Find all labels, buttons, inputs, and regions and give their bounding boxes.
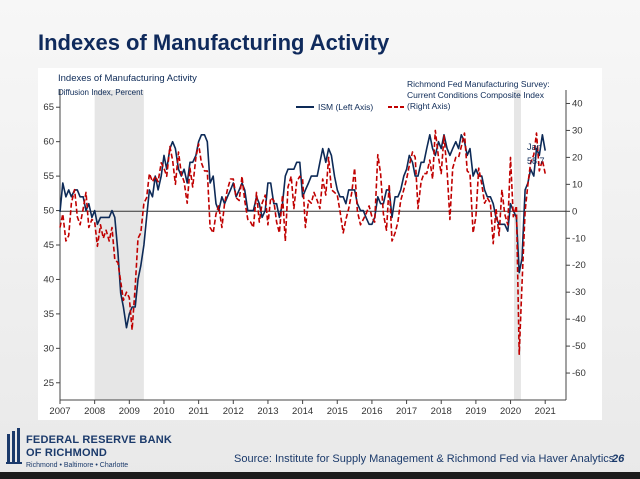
left-tick-label: 45	[43, 240, 54, 251]
x-tick-label: 2021	[535, 406, 556, 417]
left-tick-label: 60	[43, 137, 54, 148]
legend-richmond-label: Richmond Fed Manufacturing Survey: Curre…	[407, 79, 552, 111]
x-tick-label: 2018	[431, 406, 452, 417]
right-tick-label: -40	[572, 314, 586, 325]
logo-text-line2: OF RICHMOND	[26, 447, 108, 459]
right-tick-label: -50	[572, 341, 586, 352]
right-tick-label: 10	[572, 179, 583, 190]
x-tick-label: 2008	[84, 406, 105, 417]
line-chart: 2007 2008 2009 2010 2011 2012 2013 2014 2015 2016…	[43, 73, 586, 417]
right-tick-label: -20	[572, 260, 586, 271]
footer-bar	[0, 472, 640, 479]
x-tick-label: 2012	[223, 406, 244, 417]
x-tick-label: 2011	[188, 406, 208, 417]
slide-title: Indexes of Manufacturing Activity	[38, 30, 390, 55]
richmond-series-line	[59, 129, 546, 356]
annotation-month: Jan	[527, 142, 542, 152]
right-tick-label: -30	[572, 287, 586, 298]
recession-shading	[94, 90, 521, 400]
right-tick-label: -10	[572, 233, 586, 244]
x-tick-label: 2007	[49, 406, 70, 417]
x-tick-label: 2013	[257, 406, 278, 417]
right-tick-label: -60	[572, 368, 586, 379]
recession-band-0	[94, 90, 144, 400]
chart-title: Indexes of Manufacturing Activity	[58, 73, 197, 84]
left-tick-label: 25	[43, 378, 54, 389]
x-tick-label: 2010	[153, 406, 174, 417]
chart-subtitle: Diffusion Index, Percent	[58, 88, 144, 97]
source-note: Source: Institute for Supply Management …	[234, 453, 615, 465]
x-tick-label: 2015	[327, 406, 348, 417]
left-tick-label: 40	[43, 274, 54, 285]
left-tick-label: 55	[43, 171, 54, 182]
annotation-value: 58.7	[527, 156, 545, 166]
series-lines	[59, 129, 546, 356]
chart-panel: 2007 2008 2009 2010 2011 2012 2013 2014 2015 2016…	[38, 68, 602, 420]
right-axis-ticks: -60 -50 -40 -30 -20 -10 0 10 20 30 40	[566, 98, 586, 379]
page-number: 26	[612, 453, 625, 465]
right-tick-label: 0	[572, 206, 577, 217]
logo-text-line1: FEDERAL RESERVE BANK	[26, 434, 173, 446]
left-axis-ticks: 25 30 35 40 45 50 55 60 65	[43, 102, 60, 389]
right-tick-label: 30	[572, 125, 583, 136]
legend-ism-label: ISM (Left Axis)	[318, 102, 373, 112]
logo-cities: Richmond • Baltimore • Charlotte	[26, 462, 129, 469]
x-tick-label: 2019	[465, 406, 486, 417]
x-tick-label: 2017	[396, 406, 417, 417]
x-tick-label: 2020	[500, 406, 521, 417]
fed-building-icon	[6, 428, 22, 464]
x-tick-label: 2009	[119, 406, 140, 417]
left-tick-label: 30	[43, 343, 54, 354]
right-tick-label: 40	[572, 98, 583, 109]
legend: ISM (Left Axis) Richmond Fed Manufacturi…	[296, 79, 552, 112]
fed-richmond-logo: FEDERAL RESERVE BANK OF RICHMOND Richmon…	[6, 424, 206, 472]
left-tick-label: 35	[43, 309, 54, 320]
x-axis-ticks: 2007 2008 2009 2010 2011 2012 2013 2014 2015 2016…	[49, 400, 556, 417]
left-tick-label: 65	[43, 102, 54, 113]
left-tick-label: 50	[43, 206, 54, 217]
x-tick-label: 2016	[361, 406, 382, 417]
x-tick-label: 2014	[292, 406, 313, 417]
right-tick-label: 20	[572, 152, 583, 163]
